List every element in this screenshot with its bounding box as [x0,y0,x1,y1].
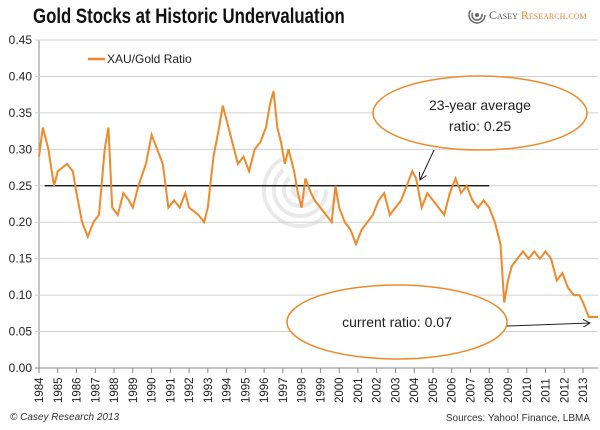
x-tick-label: 2010 [522,377,534,403]
x-tick-label: 1989 [128,377,140,403]
x-tick-label: 2009 [503,377,515,403]
x-tick-label: 2012 [559,377,571,403]
x-tick-label: 2007 [465,377,477,403]
annotation-arrow [506,323,590,326]
x-tick-label: 2013 [578,377,590,403]
x-tick-label: 2011 [541,378,553,403]
annotation-arrow [420,149,435,180]
x-tick-label: 2001 [353,377,365,403]
y-tick-label: 0.35 [9,106,33,120]
copyright: © Casey Research 2013 [10,412,120,423]
annotation-current: current ratio: 0.07 [286,284,590,360]
annotation-ellipse [286,284,508,360]
x-tick-label: 1991 [165,377,177,403]
x-tick-label: 1984 [34,377,46,403]
legend-label: XAU/Gold Ratio [107,52,192,66]
x-tick-label: 2003 [390,377,402,403]
annotation-average: 23-year average ratio: 0.25 [372,75,588,180]
y-tick-label: 0.05 [9,325,33,339]
x-tick-label: 1985 [53,377,65,403]
x-tick-label: 1993 [203,377,215,403]
casey-research-logo: Casey Research.com [468,6,587,24]
x-tick-label: 1998 [297,377,309,403]
spiral-logo-icon [468,6,486,24]
x-tick-label: 1986 [72,377,84,403]
x-tick-label: 2000 [334,377,346,403]
x-tick-label: 2005 [428,377,440,403]
series-line-xau-gold-ratio [38,90,598,318]
annotation-text: ratio: 0.25 [449,118,511,134]
y-tick-label: 0.10 [9,288,33,302]
x-tick-label: 2004 [409,377,421,403]
y-tick-label: 0.20 [9,215,33,229]
x-tick-label: 1988 [109,377,121,403]
y-tick-label: 0.00 [9,361,33,375]
y-tick-label: 0.30 [9,142,33,156]
x-tick-label: 1992 [184,377,196,403]
annotation-text: current ratio: 0.07 [342,314,452,330]
x-tick-label: 2002 [372,377,384,403]
x-tick-label: 2006 [447,377,459,403]
x-tick-label: 1990 [147,377,159,403]
logo-text-research: Research.com [520,7,587,22]
x-tick-label: 1987 [90,377,102,403]
y-tick-label: 0.15 [9,252,33,266]
x-tick-label: 1994 [222,377,234,403]
x-tick-label: 1997 [278,377,290,403]
x-tick-label: 2008 [484,377,496,403]
x-tick-label: 1995 [240,377,252,403]
y-tick-label: 0.45 [9,33,33,47]
annotation-text: 23-year average [429,97,531,113]
legend: XAU/Gold Ratio [88,52,192,66]
logo-text-casey: Casey [489,7,521,22]
sources: Sources: Yahoo! Finance, LBMA [445,413,590,424]
annotation-ellipse [372,75,588,151]
x-tick-label: 1996 [259,377,271,403]
chart-title: Gold Stocks at Historic Undervaluation [33,5,345,28]
x-tick-label: 1999 [315,377,327,403]
y-tick-label: 0.25 [9,179,33,193]
y-tick-label: 0.40 [9,69,33,83]
